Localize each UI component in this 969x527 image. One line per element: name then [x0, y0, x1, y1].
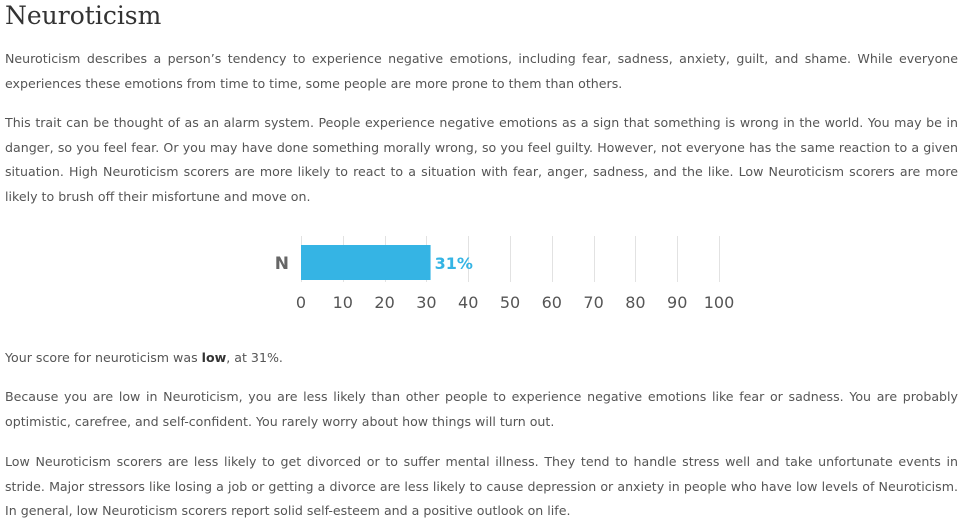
x-tick-label-0: 0 [296, 293, 306, 312]
x-tick-label-80: 80 [625, 293, 645, 312]
intro-paragraph: Neuroticism describes a person’s tendenc… [5, 51, 958, 91]
x-tick-label-100: 100 [704, 293, 735, 312]
score-level: low [201, 350, 227, 365]
alarm-system-paragraph: This trait can be thought of as an alarm… [5, 115, 958, 204]
neuroticism-score-chart: N 31% 0 10 20 30 40 50 60 70 80 90 100 [275, 236, 734, 312]
x-tick-label-40: 40 [458, 293, 478, 312]
score-suffix: , at 31%. [226, 350, 283, 365]
x-tick-label-10: 10 [333, 293, 353, 312]
score-summary: Your score for neuroticism was low, at 3… [5, 346, 958, 371]
x-tick-label-90: 90 [667, 293, 687, 312]
low-score-paragraph: Because you are low in Neuroticism, you … [5, 389, 958, 429]
x-tick-label-20: 20 [374, 293, 394, 312]
bar-value-label-n: 31% [435, 254, 473, 273]
x-tick-label-30: 30 [416, 293, 436, 312]
category-label-n: N [275, 254, 289, 274]
chart-x-axis-ticks: 0 10 20 30 40 50 60 70 80 90 100 [296, 293, 734, 312]
page-title: Neuroticism [5, 1, 162, 30]
x-tick-label-60: 60 [542, 293, 562, 312]
x-tick-label-50: 50 [500, 293, 520, 312]
low-scorers-outcomes-paragraph: Low Neuroticism scorers are less likely … [5, 454, 958, 518]
x-tick-label-70: 70 [583, 293, 603, 312]
bar-n [301, 245, 431, 280]
score-prefix: Your score for neuroticism was [5, 350, 202, 365]
chart-gridlines [301, 236, 720, 282]
chart-bars: N 31% [275, 245, 473, 280]
